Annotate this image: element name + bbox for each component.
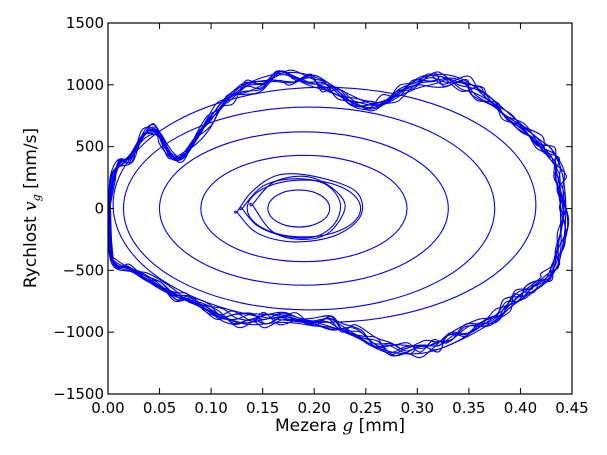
x-tick-label: 0.05 [143, 399, 176, 417]
series-ellipse-small [246, 179, 362, 238]
series-ellipse-inner [267, 189, 331, 228]
series-ellipse-1 [200, 154, 408, 263]
x-tick-label: 0.40 [504, 399, 537, 417]
x-tick-label: 0.30 [401, 399, 434, 417]
x-tick-label: 0.25 [349, 399, 382, 417]
series-center-loop-c-0 [234, 173, 364, 243]
series-center-loop-a-0 [239, 178, 342, 239]
series-outer-orbit-8 [108, 77, 564, 356]
y-tick-label: 1500 [66, 14, 104, 32]
x-tick-label: 0.10 [194, 399, 227, 417]
x-tick-label: 0.35 [452, 399, 485, 417]
y-tick-label: −1000 [53, 323, 104, 341]
y-tick-label: 0 [94, 200, 104, 218]
series-center-loop-b-0 [249, 175, 346, 240]
x-tick-label: 0.45 [555, 399, 588, 417]
series-ellipse-2 [158, 131, 449, 286]
x-axis-label: Mezera g [mm] [275, 416, 405, 436]
series-outer-orbit-7 [108, 69, 567, 349]
series-ellipse-3 [122, 106, 496, 311]
x-tick-label: 0.15 [246, 399, 279, 417]
series-outer-orbit-9 [108, 70, 562, 352]
y-tick-label: 500 [75, 138, 104, 156]
series-layer [107, 69, 570, 359]
y-tick-label: 1000 [66, 76, 104, 94]
ticks-layer: 0.00 0.05 0.10 0.15 0.20 0.25 0.30 0.35 0.40 0.45… [53, 14, 588, 417]
y-tick-label: −500 [63, 261, 104, 279]
y-axis-label: Rychlost vg [mm/s] [21, 128, 43, 288]
x-tick-label: 0.20 [298, 399, 331, 417]
series-outer-orbit-5 [107, 70, 567, 359]
y-tick-label: −1500 [53, 385, 104, 403]
x-tick-label: 0.00 [91, 399, 124, 417]
